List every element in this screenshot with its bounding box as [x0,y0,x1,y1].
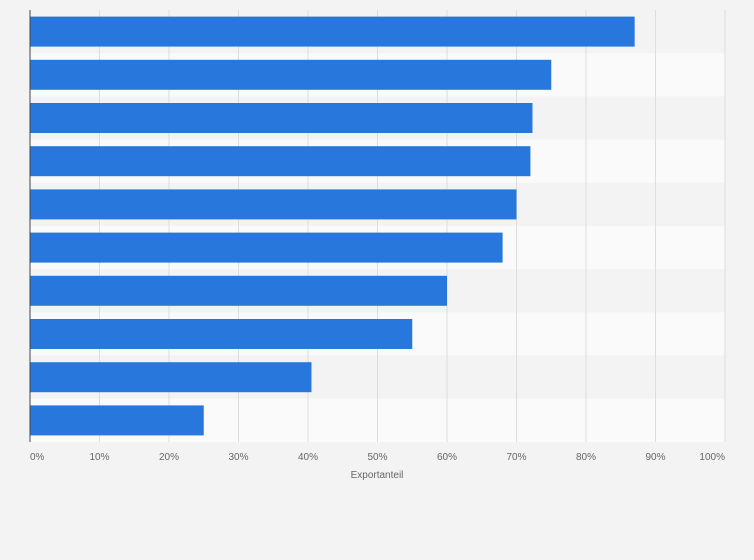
x-tick-label: 40% [298,452,318,463]
bar [30,59,552,90]
x-tick-label: 70% [506,452,526,463]
x-tick-label: 20% [159,452,179,463]
bar [30,405,204,436]
x-tick-label: 60% [437,452,457,463]
bar [30,275,447,306]
bar [30,146,531,177]
x-tick-label: 30% [228,452,248,463]
bar [30,16,635,47]
x-tick-label: 50% [367,452,387,463]
x-tick-label: 80% [576,452,596,463]
x-tick-labels: 0% 10% 20% 30% 40% 50% 60% 70% 80% 90% 100% [30,452,725,463]
bar [30,362,312,393]
x-axis-title: Exportanteil [351,470,404,481]
x-tick-label: 100% [699,452,725,463]
x-tick-label: 10% [89,452,109,463]
bar [30,189,517,220]
x-tick-label: 90% [645,452,665,463]
bar [30,319,413,349]
bar [30,232,503,263]
bars [30,16,635,436]
bar [30,103,533,133]
x-tick-label: 0% [30,452,45,463]
